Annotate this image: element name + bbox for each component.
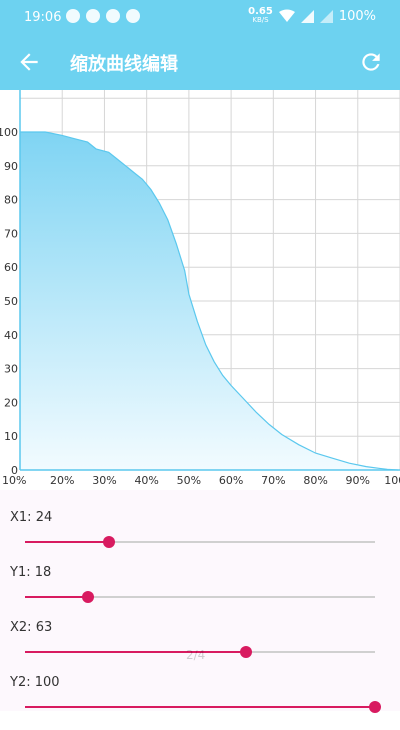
y-tick-label: 20 bbox=[4, 396, 18, 409]
x-tick-label: 80% bbox=[303, 474, 327, 487]
net-speed: 0.65 KB/S bbox=[248, 6, 273, 25]
y-tick-label: 10 bbox=[4, 430, 18, 443]
notification-icon bbox=[126, 9, 140, 23]
notification-icon bbox=[66, 9, 80, 23]
page-title: 缩放曲线编辑 bbox=[70, 54, 178, 75]
x-tick-label: 100% bbox=[384, 474, 400, 487]
param-x2: X2: 63 bbox=[0, 620, 400, 675]
status-time: 19:06 bbox=[24, 10, 62, 25]
param-y1: Y1: 18 bbox=[0, 565, 400, 620]
slider-fill bbox=[25, 706, 375, 708]
wifi-icon bbox=[278, 9, 295, 22]
curve-chart[interactable]: 0 10 20 30 40 50 60 70 80 90 100 10% 20% 30% 40% 50% 60%… bbox=[0, 90, 400, 490]
arrow-back-icon[interactable] bbox=[16, 49, 42, 75]
x-tick-label: 60% bbox=[219, 474, 243, 487]
y-tick-label: 50 bbox=[4, 295, 18, 308]
status-bar: 19:06 0.65 KB/S 100% bbox=[0, 0, 400, 35]
slider-thumb[interactable] bbox=[369, 701, 381, 713]
param-x2-slider[interactable] bbox=[25, 646, 375, 658]
x-tick-label: 30% bbox=[92, 474, 116, 487]
slider-thumb[interactable] bbox=[239, 646, 252, 658]
toolbar: 缩放曲线编辑 bbox=[0, 35, 400, 90]
y-tick-label: 90 bbox=[4, 160, 18, 173]
y-tick-label: 40 bbox=[4, 329, 18, 342]
y-tick-label: 100 bbox=[0, 126, 18, 139]
y-tick-label: 30 bbox=[4, 363, 18, 376]
slider-thumb[interactable] bbox=[103, 536, 115, 548]
page-indicator: 2/4 bbox=[186, 648, 206, 662]
param-x1-slider[interactable] bbox=[25, 536, 375, 548]
signal-icon bbox=[300, 9, 314, 23]
x-tick-label: 20% bbox=[50, 474, 74, 487]
battery-level: 100% bbox=[338, 8, 376, 24]
y-tick-label: 60 bbox=[4, 261, 18, 274]
slider-fill bbox=[25, 541, 109, 543]
curve-chart-svg[interactable]: 0 10 20 30 40 50 60 70 80 90 100 10% 20% 30% 40% 50% 60%… bbox=[0, 90, 400, 490]
signal-icon bbox=[319, 9, 333, 23]
refresh-icon[interactable] bbox=[358, 49, 384, 75]
x-tick-label: 90% bbox=[346, 474, 370, 487]
slider-thumb[interactable] bbox=[82, 591, 94, 603]
notification-icon bbox=[86, 9, 100, 23]
x-tick-label: 10% bbox=[2, 474, 26, 487]
y-tick-label: 70 bbox=[4, 227, 18, 240]
notification-icons bbox=[66, 9, 140, 23]
param-x2-label: X2: 63 bbox=[10, 620, 53, 635]
x-tick-label: 70% bbox=[261, 474, 285, 487]
slider-fill bbox=[25, 596, 88, 598]
param-y1-label: Y1: 18 bbox=[10, 565, 52, 580]
notification-icon bbox=[106, 9, 120, 23]
x-tick-label: 40% bbox=[134, 474, 158, 487]
param-y2-label: Y2: 100 bbox=[10, 675, 60, 690]
status-right: 0.65 KB/S 100% bbox=[248, 6, 376, 25]
param-x1-label: X1: 24 bbox=[10, 510, 53, 525]
param-y2: Y2: 100 bbox=[0, 675, 400, 730]
param-y2-slider[interactable] bbox=[25, 701, 381, 713]
param-x1: X1: 24 bbox=[0, 510, 400, 565]
x-tick-label: 50% bbox=[177, 474, 201, 487]
param-y1-slider[interactable] bbox=[25, 591, 375, 603]
slider-fill bbox=[25, 651, 246, 653]
parameter-panel: X1: 24 Y1: 18 X2: 63 Y2: 100 2/4 bbox=[0, 490, 400, 713]
curve-area bbox=[20, 132, 398, 470]
y-tick-label: 0 bbox=[11, 464, 18, 477]
curve-line bbox=[20, 131, 398, 471]
y-tick-label: 80 bbox=[4, 194, 18, 207]
